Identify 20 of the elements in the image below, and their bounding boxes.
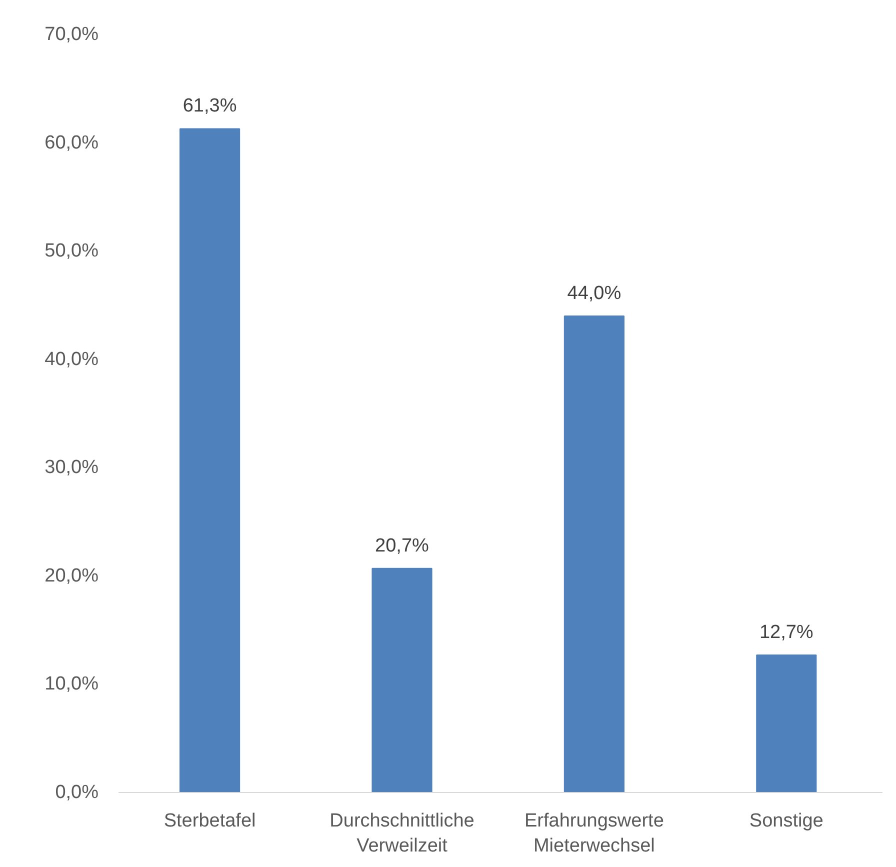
y-tick-label: 20,0% [44,565,99,586]
data-label: 20,7% [375,535,430,556]
bar [564,316,624,792]
y-tick-label: 30,0% [44,457,99,478]
y-tick-label: 70,0% [44,24,99,45]
x-tick-label: Sterbetafel [164,810,256,832]
bar [372,568,432,792]
x-tick-label: Durchschnittliche Verweilzeit [330,810,474,857]
y-tick-label: 50,0% [44,240,99,262]
x-tick-label: Erfahrungswerte Mieterwechsel [524,810,664,857]
bar [756,654,817,792]
y-tick-label: 10,0% [44,674,99,695]
data-label: 12,7% [759,622,814,643]
x-tick-label: Sonstige [749,810,824,832]
data-label: 61,3% [182,96,237,117]
bar [180,128,240,792]
y-tick-label: 40,0% [44,348,99,370]
y-tick-label: 0,0% [55,782,99,803]
y-tick-label: 60,0% [44,132,99,154]
data-label: 44,0% [567,283,622,304]
